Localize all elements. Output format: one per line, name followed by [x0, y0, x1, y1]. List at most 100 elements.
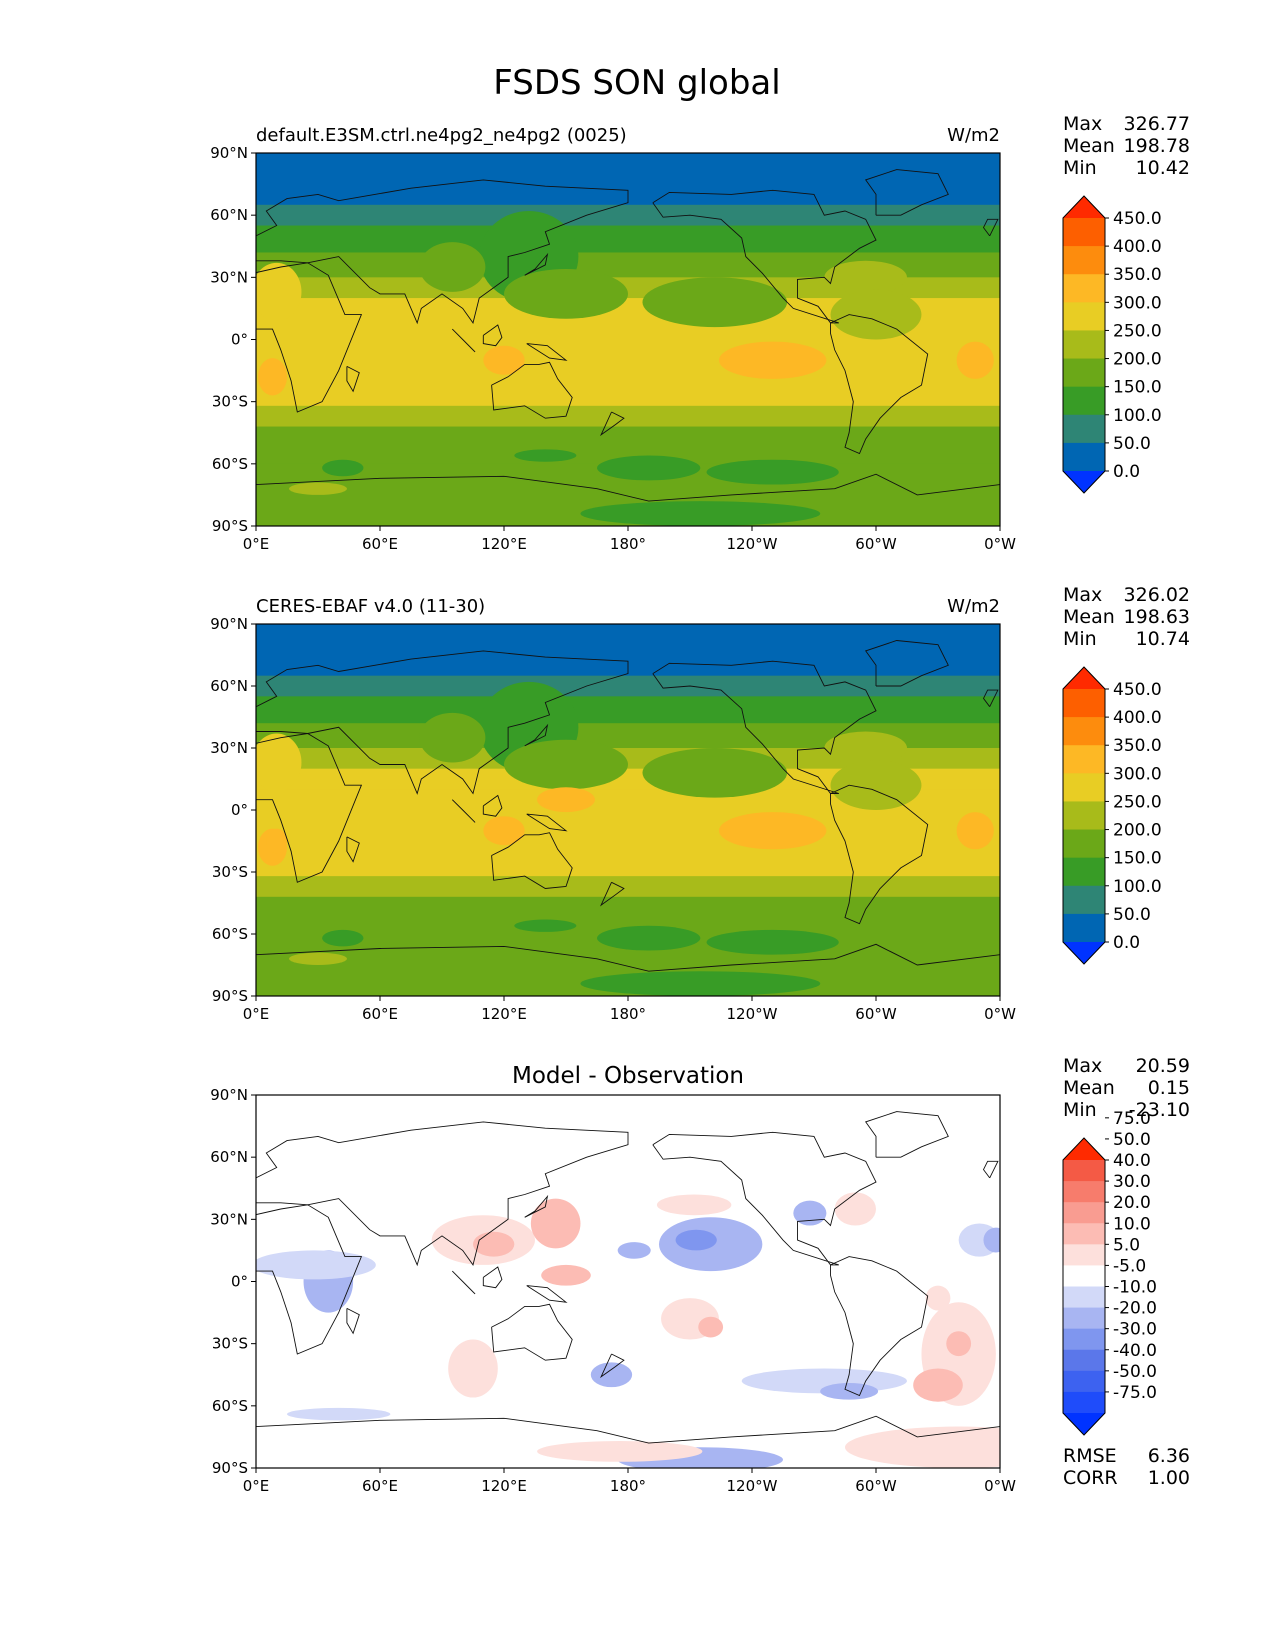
diff-region — [256, 1250, 376, 1280]
y-tick-label: 0° — [231, 331, 248, 349]
coastline-10 — [599, 881, 625, 907]
diff-region — [590, 1362, 633, 1388]
diff-region — [287, 1407, 391, 1421]
stat-value-mean: 198.63 — [1124, 606, 1190, 628]
field-region — [830, 289, 922, 340]
coastline-13 — [982, 218, 999, 237]
colorbar-label: -20.0 — [1113, 1299, 1157, 1319]
coastline-9 — [524, 1194, 549, 1218]
stat-value-min: 10.74 — [1136, 628, 1190, 650]
colorbar-label: -75.0 — [1113, 1383, 1157, 1403]
stat-label-min: Min — [1063, 157, 1097, 179]
field-region — [642, 277, 788, 328]
field-region — [706, 929, 839, 955]
field-region — [266, 828, 287, 854]
coastline-2 — [491, 832, 573, 889]
diff-region — [656, 1194, 732, 1216]
colorbar-swatch — [1063, 1370, 1105, 1393]
colorbar-outline — [1062, 1137, 1106, 1436]
colorbar-label: 50.0 — [1113, 1130, 1151, 1150]
colorbar-swatch — [1063, 1223, 1105, 1245]
y-tick-label: 30°S — [212, 393, 248, 411]
x-tick-label: 120°E — [481, 1005, 527, 1023]
colorbar-swatch — [1063, 218, 1105, 247]
colorbar-label: 20.0 — [1113, 1193, 1151, 1213]
figure-title: FSDS SON global — [493, 63, 780, 103]
stat-label-max: Max — [1063, 1055, 1102, 1077]
stat-value-min: 10.42 — [1136, 157, 1190, 179]
coastline-0 — [256, 733, 363, 883]
colorbar-swatch — [1063, 246, 1105, 275]
diff-region — [698, 1316, 724, 1338]
diff-region — [541, 1264, 591, 1286]
field-region — [322, 459, 364, 477]
y-tick-label: 90°S — [212, 1459, 248, 1477]
coastline-8 — [526, 1285, 568, 1303]
field-region — [597, 455, 701, 481]
map-panel-1 — [256, 624, 1000, 996]
field-region — [258, 358, 287, 396]
colorbar-label: 400.0 — [1113, 708, 1162, 728]
field-region — [289, 482, 347, 495]
colorbar-label: -30.0 — [1113, 1320, 1157, 1340]
map-frame-2 — [255, 1094, 1001, 1469]
stat-label-mean: Mean — [1063, 135, 1115, 157]
colorbar-label: 400.0 — [1113, 237, 1162, 257]
x-tick-label: 0°E — [243, 1477, 270, 1495]
stat-label-mean: Mean — [1063, 606, 1115, 628]
colorbar-extend-min — [1063, 471, 1105, 493]
coastline-11 — [256, 1415, 1000, 1444]
field-region — [289, 952, 347, 965]
x-tick-label: 60°E — [362, 1005, 398, 1023]
coastline-0 — [256, 262, 363, 413]
coastline-12 — [346, 365, 360, 393]
colorbar-label: 5.0 — [1113, 1235, 1140, 1255]
coastline-13 — [982, 689, 999, 707]
field-band — [256, 225, 1000, 253]
coastline-9 — [524, 252, 549, 276]
y-tick-label: 90°N — [210, 615, 248, 633]
x-tick-label: 180° — [610, 1477, 646, 1495]
field-region — [824, 260, 908, 294]
x-tick-label: 60°W — [855, 535, 897, 553]
x-tick-label: 60°E — [362, 535, 398, 553]
colorbar-label: 150.0 — [1113, 849, 1162, 869]
colorbar-swatch — [1063, 1181, 1105, 1203]
x-tick-label: 120°W — [727, 1477, 778, 1495]
stat-value-corr: 1.00 — [1148, 1467, 1190, 1489]
coastline-5 — [864, 1111, 949, 1158]
colorbar-extend-min — [1063, 942, 1105, 964]
coastline-3 — [652, 189, 877, 324]
y-tick-label: 30°S — [212, 863, 248, 881]
colorbar-label: 100.0 — [1113, 406, 1162, 426]
colorbar-swatch — [1063, 857, 1105, 887]
coastline-11 — [256, 473, 1000, 502]
y-tick-label: 90°N — [210, 1086, 248, 1104]
colorbar-label: 40.0 — [1113, 1151, 1151, 1171]
coastline-0 — [256, 1204, 363, 1355]
y-tick-label: 60°S — [212, 1397, 248, 1415]
x-tick-label: 120°W — [727, 1005, 778, 1023]
x-tick-label: 0°E — [243, 1005, 270, 1023]
field-region — [514, 449, 577, 462]
field-band — [256, 298, 1000, 320]
colorbar-label: 450.0 — [1113, 209, 1162, 229]
stat-label-mean: Mean — [1063, 1077, 1115, 1099]
map-frame-0 — [255, 152, 1001, 527]
field-band — [256, 876, 1000, 898]
colorbar-label: 75.0 — [1113, 1109, 1151, 1129]
field-region — [504, 269, 628, 319]
colorbar-0: 0.0 50.0 100.0 150.0 200.0 250.0 300.0 350.0 400… — [1062, 195, 1162, 494]
map-frame-1 — [255, 623, 1001, 997]
stat-value-max: 326.77 — [1124, 113, 1190, 135]
field-region — [956, 812, 994, 850]
coastline-2 — [491, 361, 573, 419]
coastline-11 — [256, 943, 1000, 972]
field-region — [956, 341, 994, 379]
field-region — [256, 733, 302, 792]
diff-region — [983, 1227, 1000, 1253]
field-region — [419, 712, 486, 763]
coastline-12 — [346, 836, 360, 863]
diff-region — [448, 1339, 498, 1398]
field-region — [830, 760, 922, 810]
